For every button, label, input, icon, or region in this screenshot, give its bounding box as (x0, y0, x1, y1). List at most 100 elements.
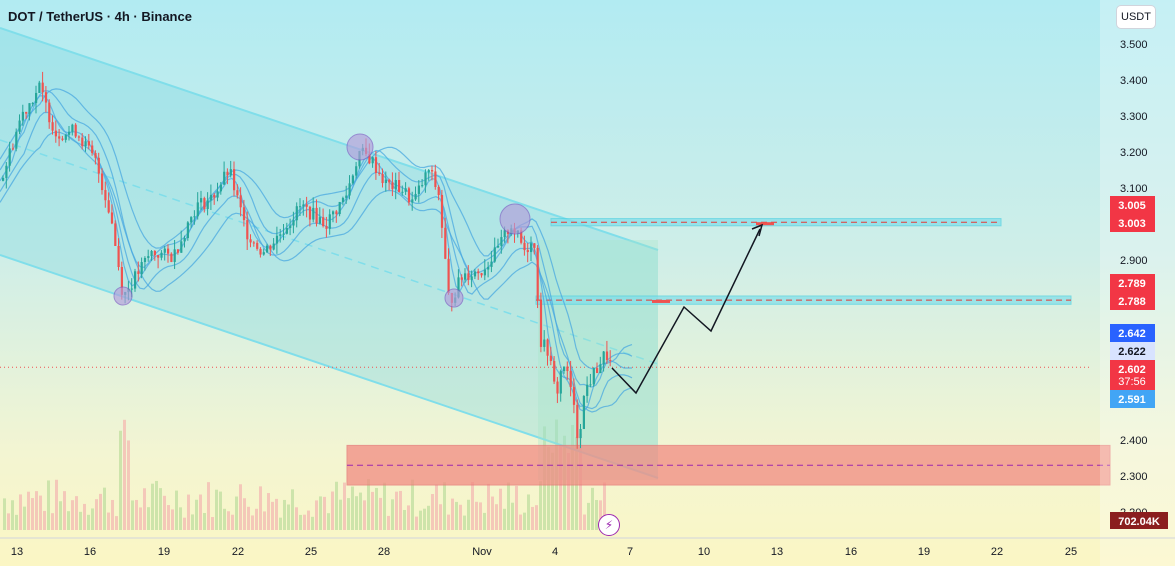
volume-bar (43, 510, 46, 530)
candle-body (457, 277, 460, 298)
volume-bar (271, 501, 274, 530)
candle-body (173, 249, 176, 262)
volume-bar (407, 505, 410, 530)
price-label-value: 2.622 (1118, 346, 1146, 358)
volume-bar (71, 500, 74, 530)
price-label-box (1110, 324, 1155, 342)
candle-body (355, 166, 358, 176)
volume-bar (391, 499, 394, 530)
volume-bar (259, 486, 262, 530)
volume-bar (535, 505, 538, 530)
descending-channel (0, 27, 659, 480)
channel-lower-line (0, 254, 659, 479)
volume-bar (239, 484, 242, 530)
time-tick-label: 13 (11, 546, 23, 558)
volume-bar (147, 507, 150, 530)
time-tick-label: 7 (627, 546, 633, 558)
volume-bar (375, 487, 378, 530)
candle-body (398, 179, 401, 193)
candle-body (341, 197, 345, 202)
price-label-box (1110, 360, 1155, 390)
price-tick-label: 2.300 (1120, 471, 1148, 483)
price-tick-label: 3.300 (1120, 111, 1148, 123)
volume-bar (327, 513, 330, 530)
time-axis: 13 16 19 22 25 28 Nov 4 7 10 13 16 19 22 25 (0, 537, 1175, 558)
candle-body (262, 252, 265, 255)
candle-body (444, 227, 447, 259)
candle-body (556, 381, 559, 394)
volume-bar (27, 491, 30, 530)
candle-body (434, 171, 437, 187)
price-tick-label: 3.500 (1120, 39, 1148, 51)
candle-body (437, 186, 440, 195)
candle-body (427, 170, 430, 173)
candle-body (520, 230, 523, 243)
volume-bar (443, 482, 446, 530)
volume-label-value: 702.04K (1118, 516, 1160, 528)
volume-bar (203, 512, 206, 530)
volume-bar (267, 493, 270, 530)
candle-body (77, 136, 81, 138)
volume-bar (219, 491, 222, 530)
volume-bar (411, 479, 414, 530)
candle-body (526, 250, 529, 253)
volume-bar (63, 491, 66, 530)
candle-body (543, 339, 546, 347)
volume-bar (287, 504, 290, 530)
swing-point-circle (346, 133, 374, 161)
volume-bar (475, 501, 478, 530)
volume-bar (7, 513, 10, 530)
candle-body (203, 198, 206, 210)
candle-body (371, 157, 374, 164)
volume-bar (459, 504, 462, 530)
volume-bar (3, 498, 6, 530)
candle-body (176, 249, 180, 253)
volume-bar (427, 505, 430, 530)
volume-bar (183, 517, 186, 530)
volume-bar (319, 496, 322, 530)
volume-bar (103, 487, 106, 530)
candle-body (384, 179, 387, 184)
volume-bar (519, 514, 522, 530)
volume-bar (471, 481, 474, 530)
price-label-box (1110, 342, 1155, 360)
volume-bar (435, 484, 438, 530)
candle-body (388, 179, 391, 183)
candle-body (44, 92, 48, 103)
swing-point-circle (444, 288, 464, 308)
volume-bar (279, 517, 282, 530)
candle-body (602, 351, 605, 365)
volume-bar (115, 516, 118, 530)
price-label-box (1110, 390, 1155, 408)
candle-body (117, 245, 120, 268)
candle-body (101, 173, 104, 191)
candle-body (5, 165, 8, 178)
price-zones (0, 218, 1111, 486)
volume-bar (255, 508, 258, 530)
volume-bar (91, 508, 94, 530)
volume-bar (207, 482, 210, 530)
volume-bar (483, 512, 486, 530)
currency-button[interactable]: USDT (1116, 5, 1156, 29)
candle-body (272, 243, 275, 250)
candle-body (180, 241, 183, 253)
candle-body (236, 190, 239, 196)
volume-bar (503, 508, 506, 530)
price-tick-label: 3.200 (1120, 147, 1148, 159)
volume-bar (363, 500, 366, 530)
candle-body (190, 217, 193, 223)
volume-bar (355, 496, 358, 530)
volume-bar (227, 511, 230, 530)
candle-body (193, 216, 196, 218)
candle-body (503, 230, 506, 238)
volume-bar (539, 481, 542, 530)
candle-body (460, 277, 463, 280)
lightning-icon[interactable]: ⚡ (598, 514, 620, 536)
volume-bar (343, 482, 346, 530)
volume-bar (99, 493, 102, 530)
swing-point-circle (499, 203, 531, 235)
candle-body (328, 214, 331, 229)
volume-bar (171, 509, 174, 530)
